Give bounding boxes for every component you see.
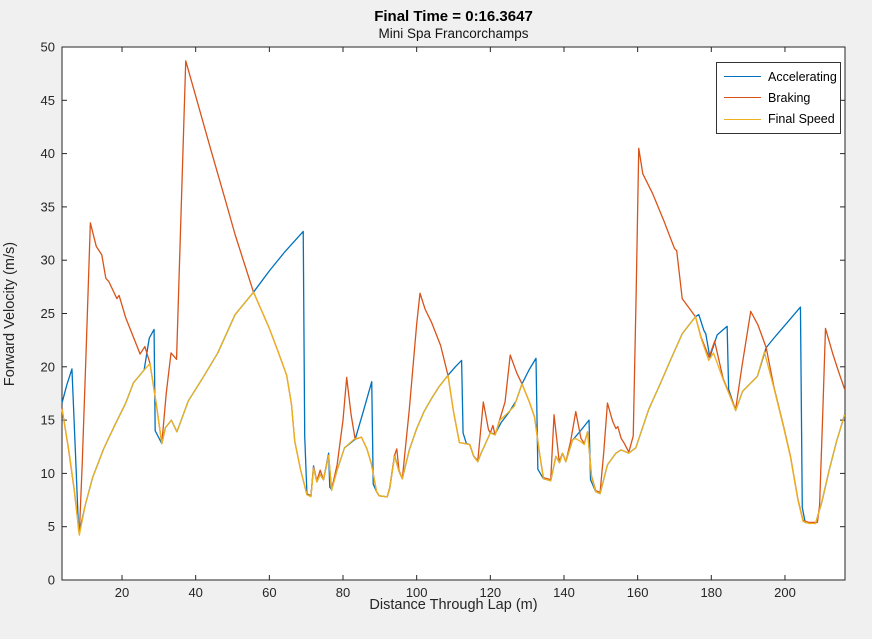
- x-tick-label: 80: [336, 585, 350, 600]
- x-tick-label: 140: [553, 585, 575, 600]
- y-axis-label: Forward Velocity (m/s): [2, 241, 18, 387]
- x-tick-label: 200: [774, 585, 796, 600]
- x-tick-label: 100: [406, 585, 428, 600]
- y-tick-label: 0: [48, 573, 55, 588]
- y-tick-label: 10: [41, 466, 55, 481]
- axes-box: [61, 46, 846, 581]
- legend-label: Braking: [768, 90, 811, 105]
- series-line-final-speed: [61, 291, 846, 536]
- x-tick-label: 40: [188, 585, 202, 600]
- legend-label: Accelerating: [768, 69, 837, 84]
- y-tick-label: 15: [41, 413, 55, 428]
- x-tick-label: 20: [115, 585, 129, 600]
- y-tick-label: 40: [41, 146, 55, 161]
- x-tick-label: 120: [479, 585, 501, 600]
- x-axis-label: Distance Through Lap (m): [369, 597, 538, 613]
- y-tick-label: 20: [41, 359, 55, 374]
- y-tick-label: 25: [41, 306, 55, 321]
- accelerating-line-swatch: [724, 76, 761, 78]
- braking-line-swatch: [724, 97, 761, 99]
- x-tick-label: 60: [262, 585, 276, 600]
- legend-item-accelerating: Accelerating: [717, 67, 840, 87]
- y-tick-label: 35: [41, 199, 55, 214]
- y-tick-label: 45: [41, 93, 55, 108]
- x-tick-label: 160: [627, 585, 649, 600]
- plot-title: Final Time = 0:16.3647: [374, 8, 533, 25]
- y-tick-label: 5: [48, 519, 55, 534]
- legend-label: Final Speed: [768, 112, 835, 127]
- legend: Accelerating Braking Final Speed: [716, 62, 841, 134]
- final-speed-line-swatch: [724, 118, 761, 120]
- y-tick-label: 50: [41, 40, 55, 55]
- y-tick-label: 30: [41, 253, 55, 268]
- plot-subtitle: Mini Spa Francorchamps: [378, 26, 529, 41]
- legend-item-braking: Braking: [717, 88, 840, 108]
- legend-item-final-speed: Final Speed: [717, 109, 840, 129]
- x-tick-label: 180: [700, 585, 722, 600]
